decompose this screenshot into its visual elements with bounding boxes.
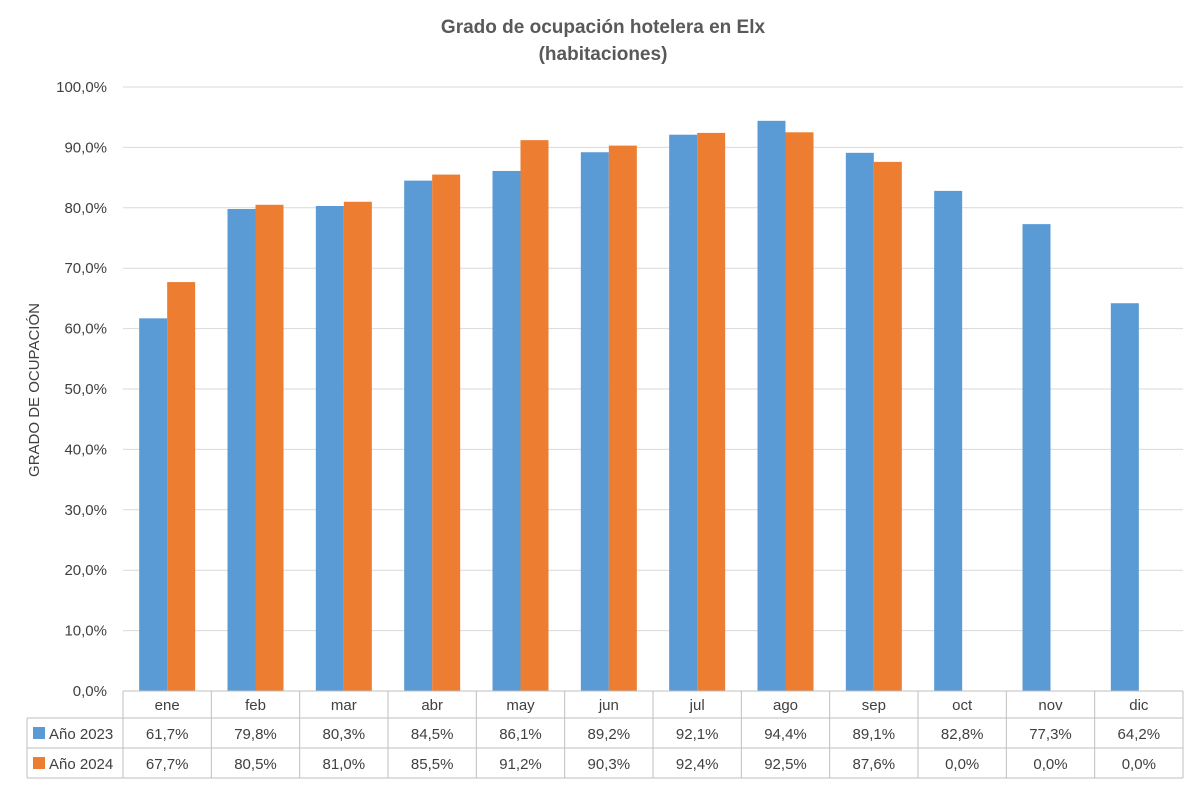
bar-2024-sep bbox=[873, 161, 902, 691]
bar-2023-jun bbox=[580, 152, 609, 691]
legend-label-2024: Año 2024 bbox=[49, 756, 113, 773]
y-tick-label: 0,0% bbox=[73, 683, 107, 700]
y-axis-ticks: 0,0% 10,0% 20,0% 30,0% 40,0% 50,0% 60,0% 70,0% 8… bbox=[56, 79, 107, 700]
bar-2023-abr bbox=[404, 180, 433, 691]
data-table-cell: 92,4% bbox=[676, 756, 719, 773]
x-category-label: abr bbox=[421, 697, 443, 714]
bar-2024-ene bbox=[167, 282, 196, 691]
data-table-cell: 84,5% bbox=[411, 726, 454, 743]
bar-2023-mar bbox=[315, 205, 344, 691]
data-table-cell: 80,5% bbox=[234, 756, 277, 773]
x-category-label: may bbox=[506, 697, 535, 714]
legend-swatch-2023 bbox=[33, 727, 45, 739]
bar-2024-ago bbox=[785, 132, 814, 692]
x-category-label: ago bbox=[773, 697, 798, 714]
x-category-label: dic bbox=[1129, 697, 1149, 714]
data-table-cell: 91,2% bbox=[499, 756, 542, 773]
data-table-cell: 90,3% bbox=[588, 756, 631, 773]
x-category-label: ene bbox=[155, 697, 180, 714]
x-category-label: feb bbox=[245, 697, 266, 714]
gridlines bbox=[123, 86, 1183, 632]
data-table-cell: 89,2% bbox=[588, 726, 631, 743]
bar-2024-may bbox=[520, 140, 549, 692]
data-table-cell: 64,2% bbox=[1118, 726, 1161, 743]
bar-2023-jul bbox=[669, 134, 698, 691]
data-table-cell: 81,0% bbox=[323, 756, 366, 773]
y-tick-label: 80,0% bbox=[64, 200, 107, 217]
data-table-cell: 0,0% bbox=[945, 756, 979, 773]
data-table-cell: 77,3% bbox=[1029, 726, 1072, 743]
data-table-cell: 92,5% bbox=[764, 756, 807, 773]
x-category-label: jul bbox=[689, 697, 705, 714]
data-table-cell: 0,0% bbox=[1033, 756, 1067, 773]
data-table-cell: 94,4% bbox=[764, 726, 807, 743]
data-table: ene feb mar abr may jun jul ago sep oct nov dic Año … bbox=[26, 690, 1184, 779]
data-table-cell: 89,1% bbox=[853, 726, 896, 743]
data-table-cell: 86,1% bbox=[499, 726, 542, 743]
x-category-label: oct bbox=[952, 697, 973, 714]
bar-2023-ago bbox=[757, 120, 786, 692]
bar-2023-oct bbox=[934, 190, 963, 691]
data-table-cell: 85,5% bbox=[411, 756, 454, 773]
y-tick-label: 10,0% bbox=[64, 623, 107, 640]
y-tick-label: 90,0% bbox=[64, 139, 107, 156]
y-tick-label: 30,0% bbox=[64, 502, 107, 519]
bar-2024-abr bbox=[432, 174, 461, 691]
chart-title: Grado de ocupación hotelera en Elx (habi… bbox=[441, 17, 766, 65]
y-tick-label: 50,0% bbox=[64, 381, 107, 398]
bar-2024-jun bbox=[608, 145, 637, 691]
legend-swatch-2024 bbox=[33, 757, 45, 769]
data-table-cell: 67,7% bbox=[146, 756, 189, 773]
x-category-label: jun bbox=[598, 697, 619, 714]
bar-2024-feb bbox=[255, 204, 284, 691]
bar-2024-mar bbox=[343, 201, 372, 691]
legend-label-2023: Año 2023 bbox=[49, 726, 113, 743]
data-table-cell: 79,8% bbox=[234, 726, 277, 743]
bar-2023-nov bbox=[1022, 224, 1051, 691]
x-category-label: mar bbox=[331, 697, 357, 714]
bars bbox=[139, 120, 1139, 692]
y-tick-label: 70,0% bbox=[64, 260, 107, 277]
bar-2023-feb bbox=[227, 209, 256, 691]
data-table-cell: 92,1% bbox=[676, 726, 719, 743]
data-table-cell: 61,7% bbox=[146, 726, 189, 743]
bar-2023-dic bbox=[1110, 303, 1139, 691]
y-tick-label: 100,0% bbox=[56, 79, 107, 96]
data-table-cell: 82,8% bbox=[941, 726, 984, 743]
chart-title-line-2: (habitaciones) bbox=[539, 44, 668, 65]
bar-2023-ene bbox=[139, 318, 168, 691]
y-tick-label: 40,0% bbox=[64, 441, 107, 458]
x-category-label: sep bbox=[862, 697, 886, 714]
y-tick-label: 20,0% bbox=[64, 562, 107, 579]
y-axis-title: GRADO DE OCUPACIÓN bbox=[26, 303, 43, 477]
bar-2024-jul bbox=[697, 132, 726, 692]
bar-2023-may bbox=[492, 170, 521, 691]
data-table-cell: 87,6% bbox=[853, 756, 896, 773]
x-category-label: nov bbox=[1038, 697, 1063, 714]
data-table-cell: 80,3% bbox=[323, 726, 366, 743]
bar-2023-sep bbox=[845, 152, 874, 691]
y-tick-label: 60,0% bbox=[64, 321, 107, 338]
chart-title-line-1: Grado de ocupación hotelera en Elx bbox=[441, 17, 766, 38]
data-table-cell: 0,0% bbox=[1122, 756, 1156, 773]
